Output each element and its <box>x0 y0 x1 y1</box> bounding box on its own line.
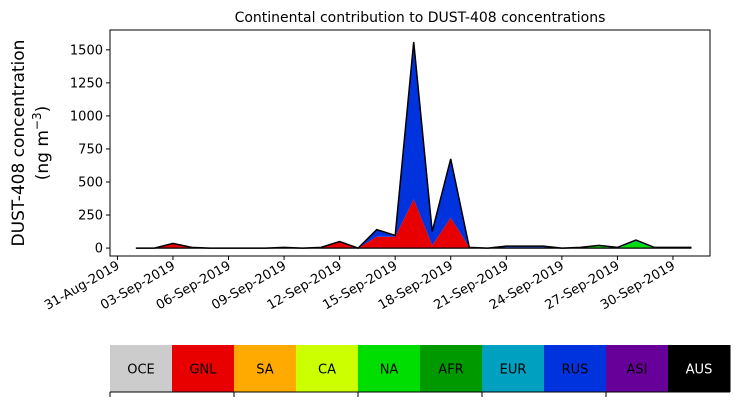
legend-swatch-oce <box>110 345 173 392</box>
plot-frame <box>109 29 711 257</box>
legend-label-sa: SA <box>256 363 273 378</box>
legend-swatch-aus <box>668 345 731 392</box>
y-axis-label-line1: DUST-408 concentration <box>9 40 29 247</box>
legend-label-rus: RUS <box>562 363 589 378</box>
legend-label-na: NA <box>380 363 399 378</box>
legend-swatch-asi <box>606 345 669 392</box>
legend-label-asi: ASI <box>627 363 648 378</box>
y-tick-label-1250: 1250 <box>70 76 103 91</box>
legend-label-eur: EUR <box>500 363 527 378</box>
area-series-rus <box>135 43 692 249</box>
legend-label-aus: AUS <box>686 363 713 378</box>
y-tick-label-0: 0 <box>95 242 103 257</box>
y-axis-unit: (ng m <box>33 130 53 180</box>
legend: OCE GNL SA CA NA AFR EUR RUS ASI AUS <box>109 345 731 397</box>
legend-swatch-gnl <box>172 345 235 392</box>
y-tick-label-500: 500 <box>78 175 103 190</box>
chart-title: Continental contribution to DUST-408 con… <box>235 10 606 26</box>
y-axis-label-line2: (ng m−3) <box>30 106 53 181</box>
legend-swatch-eur <box>482 345 545 392</box>
area-series-na <box>135 199 692 249</box>
legend-label-gnl: GNL <box>189 363 217 378</box>
legend-swatch-na <box>358 345 421 392</box>
legend-swatch-rus <box>544 345 607 392</box>
y-axis-unit-close: ) <box>33 106 53 113</box>
legend-swatch-afr <box>420 345 483 392</box>
legend-label-oce: OCE <box>127 363 155 378</box>
y-axis-label: DUST-408 concentration (ng m−3) <box>9 40 53 247</box>
legend-label-afr: AFR <box>438 363 463 378</box>
area-series-gnl <box>135 199 692 249</box>
legend-swatch-ca <box>296 345 359 392</box>
y-axis-unit-exponent: −3 <box>30 112 44 130</box>
axes: 025050075010001250150031-Aug-201903-Sep-… <box>42 29 711 314</box>
y-tick-label-1000: 1000 <box>70 109 103 124</box>
y-tick-label-1500: 1500 <box>70 43 103 58</box>
legend-label-ca: CA <box>318 363 336 378</box>
plot-area <box>135 41 692 249</box>
y-tick-label-750: 750 <box>78 142 103 157</box>
y-tick-label-250: 250 <box>78 209 103 224</box>
legend-swatch-sa <box>234 345 297 392</box>
